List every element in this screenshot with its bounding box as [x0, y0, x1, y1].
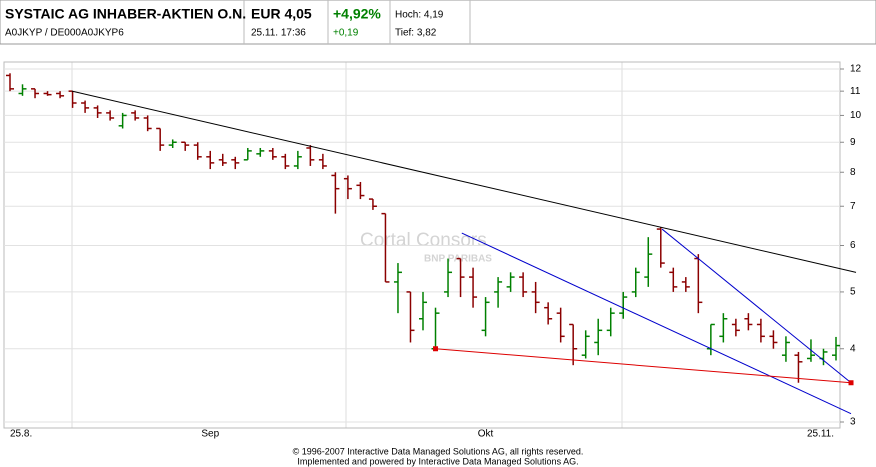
x-tick-label: 25.8. — [10, 429, 32, 440]
x-tick-label: 25.11. — [807, 429, 834, 440]
footer: Implemented and powered by Interactive D… — [297, 456, 578, 466]
y-tick-label: 10 — [850, 110, 862, 121]
y-tick-label: 11 — [850, 86, 861, 97]
x-tick-label: Sep — [201, 429, 219, 440]
price-time: 25.11. 17:36 — [251, 28, 306, 39]
y-tick-label: 7 — [850, 201, 856, 212]
y-tick-label: 3 — [850, 417, 856, 428]
y-tick-label: 12 — [850, 64, 862, 75]
change-abs: +0,19 — [333, 28, 359, 39]
trend-point — [848, 380, 854, 386]
trend-line — [461, 232, 852, 415]
y-tick-label: 9 — [850, 137, 856, 148]
stock-title: SYSTAIC AG INHABER-AKTIEN O.N. — [5, 6, 246, 22]
header-box — [0, 0, 876, 45]
trend-line — [661, 228, 852, 384]
y-tick-label: 4 — [850, 343, 856, 354]
trend-point — [433, 346, 439, 352]
day-high: Hoch: 4,19 — [395, 10, 444, 21]
footer: © 1996-2007 Interactive Data Managed Sol… — [293, 446, 584, 456]
change-pct: +4,92% — [333, 6, 381, 22]
y-tick-label: 5 — [850, 287, 856, 298]
trend-line — [71, 90, 857, 273]
y-tick-label: 6 — [850, 240, 856, 251]
stock-code: A0JKYP / DE000A0JKYP6 — [5, 28, 124, 39]
x-tick-label: Okt — [478, 429, 494, 440]
day-low: Tief: 3,82 — [395, 28, 437, 39]
y-tick-label: 8 — [850, 167, 856, 178]
watermark: Cortal Consors — [360, 230, 487, 251]
trend-line — [435, 348, 852, 384]
price: EUR 4,05 — [251, 6, 312, 22]
